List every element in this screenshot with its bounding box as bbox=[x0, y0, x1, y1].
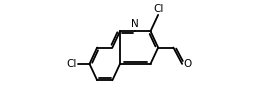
Text: O: O bbox=[183, 59, 191, 69]
Text: Cl: Cl bbox=[153, 4, 163, 14]
Text: N: N bbox=[131, 19, 139, 29]
Text: Cl: Cl bbox=[66, 59, 77, 69]
